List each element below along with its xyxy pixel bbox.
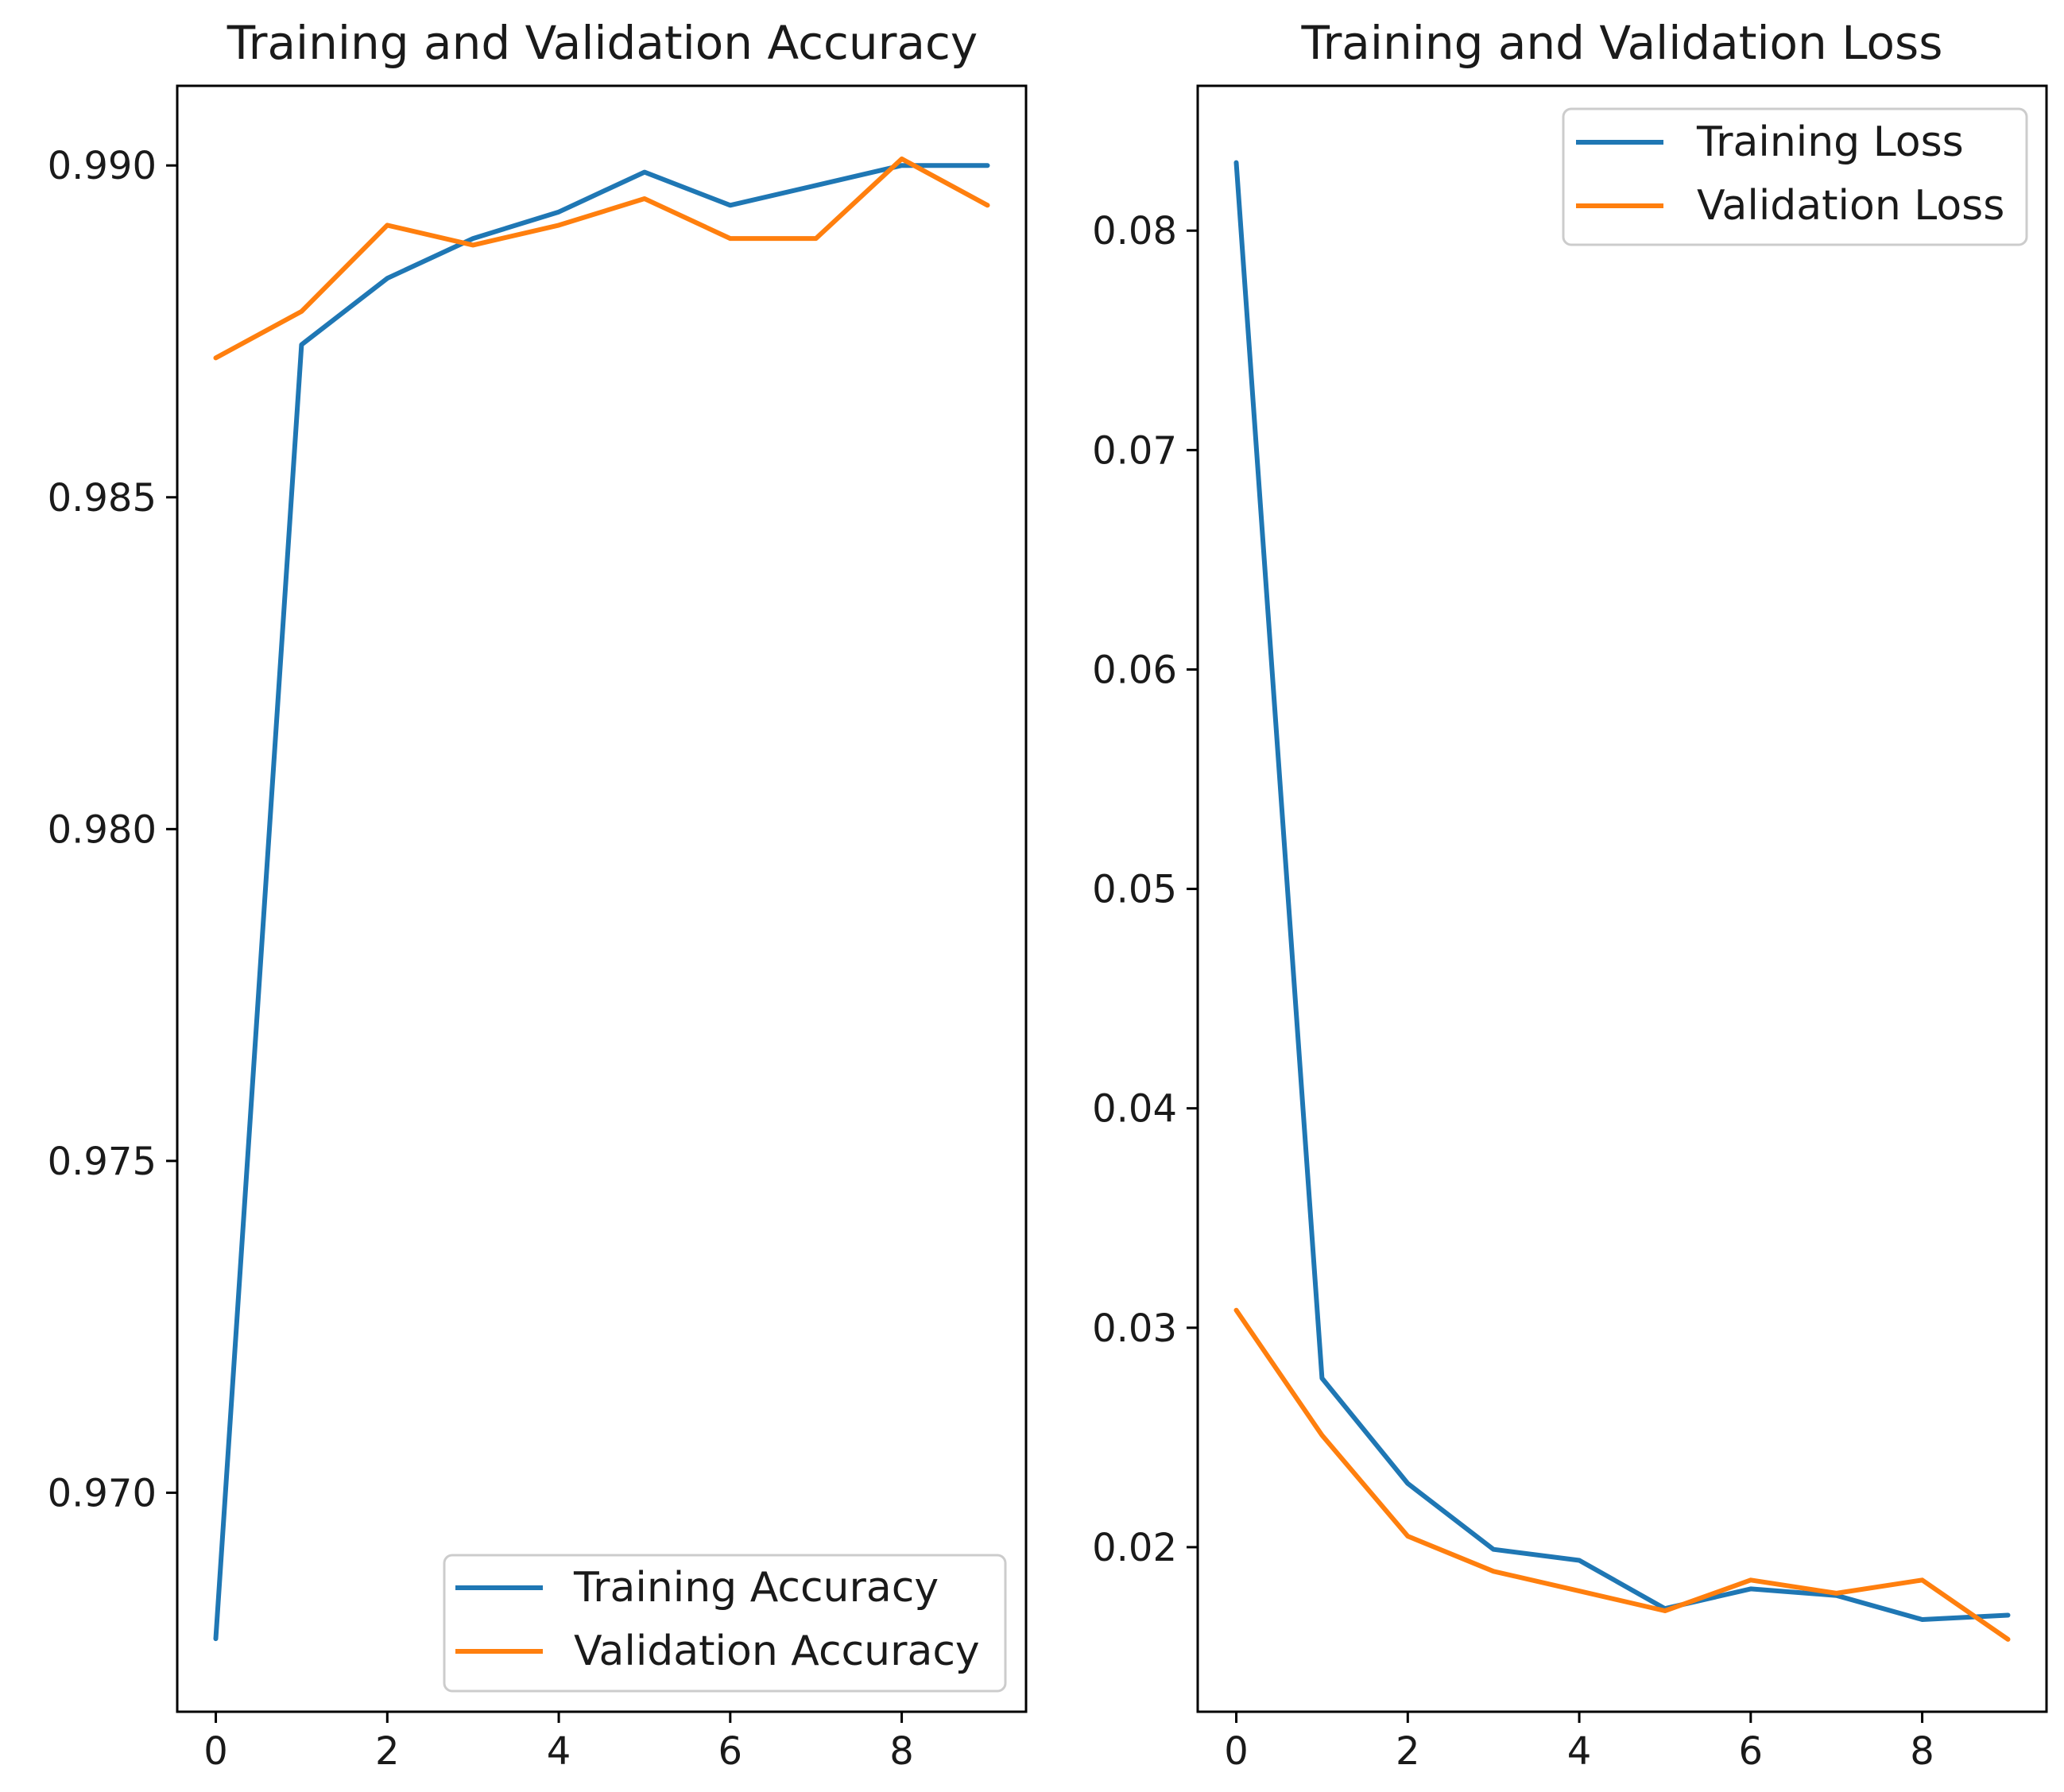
accuracy-legend: Training Accuracy Validation Accuracy: [443, 1554, 1007, 1693]
series-line-validation-accuracy: [213, 156, 990, 361]
accuracy-x-tick-label: 0: [203, 1729, 228, 1774]
accuracy-y-tick-label: 0.970: [48, 1471, 157, 1515]
accuracy-y-tick-label: 0.985: [48, 476, 157, 521]
series-line-validation-loss: [1233, 1307, 2011, 1642]
loss-chart-panel: Training and Validation Loss 0 2 4 6 8 0.02 0.…: [1092, 16, 2048, 1774]
loss-x-tick-label: 2: [1396, 1729, 1420, 1774]
loss-x-tick-label: 6: [1739, 1729, 1764, 1774]
accuracy-y-tick-label: 0.990: [48, 144, 157, 188]
accuracy-y-tick-label: 0.975: [48, 1140, 157, 1184]
accuracy-chart-title: Training and Validation Accuracy: [227, 16, 978, 70]
loss-y-tick-label: 0.05: [1092, 868, 1177, 912]
legend-label-validation-loss: Validation Loss: [1697, 182, 2004, 230]
accuracy-y-tick-label: 0.980: [48, 807, 157, 852]
legend-label-training-accuracy: Training Accuracy: [573, 1564, 939, 1612]
loss-y-tick-label: 0.07: [1092, 428, 1177, 473]
loss-plot-frame: [1196, 84, 2048, 1713]
loss-y-tick-label: 0.08: [1092, 209, 1177, 254]
loss-x-tick-label: 4: [1567, 1729, 1592, 1774]
loss-x-tick-label: 0: [1224, 1729, 1249, 1774]
series-line-training-loss: [1233, 160, 2011, 1622]
loss-x-tick-label: 8: [1910, 1729, 1934, 1774]
accuracy-x-tick-label: 8: [889, 1729, 914, 1774]
legend-label-training-loss: Training Loss: [1696, 118, 1964, 166]
loss-y-tick-label: 0.04: [1092, 1087, 1177, 1132]
loss-legend: Training Loss Validation Loss: [1562, 107, 2028, 246]
loss-chart-title: Training and Validation Loss: [1301, 16, 1943, 70]
accuracy-plot-frame: [176, 84, 1028, 1713]
accuracy-x-tick-label: 6: [718, 1729, 743, 1774]
accuracy-x-tick-label: 4: [547, 1729, 571, 1774]
accuracy-legend-box: [443, 1554, 1007, 1693]
accuracy-chart-panel: Training and Validation Accuracy 0 2 4 6 8 0.…: [48, 16, 1028, 1774]
loss-y-tick-label: 0.06: [1092, 648, 1177, 692]
loss-y-tick-label: 0.02: [1092, 1526, 1177, 1570]
loss-legend-box: [1562, 107, 2028, 246]
accuracy-x-tick-label: 2: [375, 1729, 400, 1774]
legend-label-validation-accuracy: Validation Accuracy: [574, 1628, 980, 1675]
loss-y-tick-label: 0.03: [1092, 1306, 1177, 1351]
series-line-training-accuracy: [213, 163, 990, 1642]
